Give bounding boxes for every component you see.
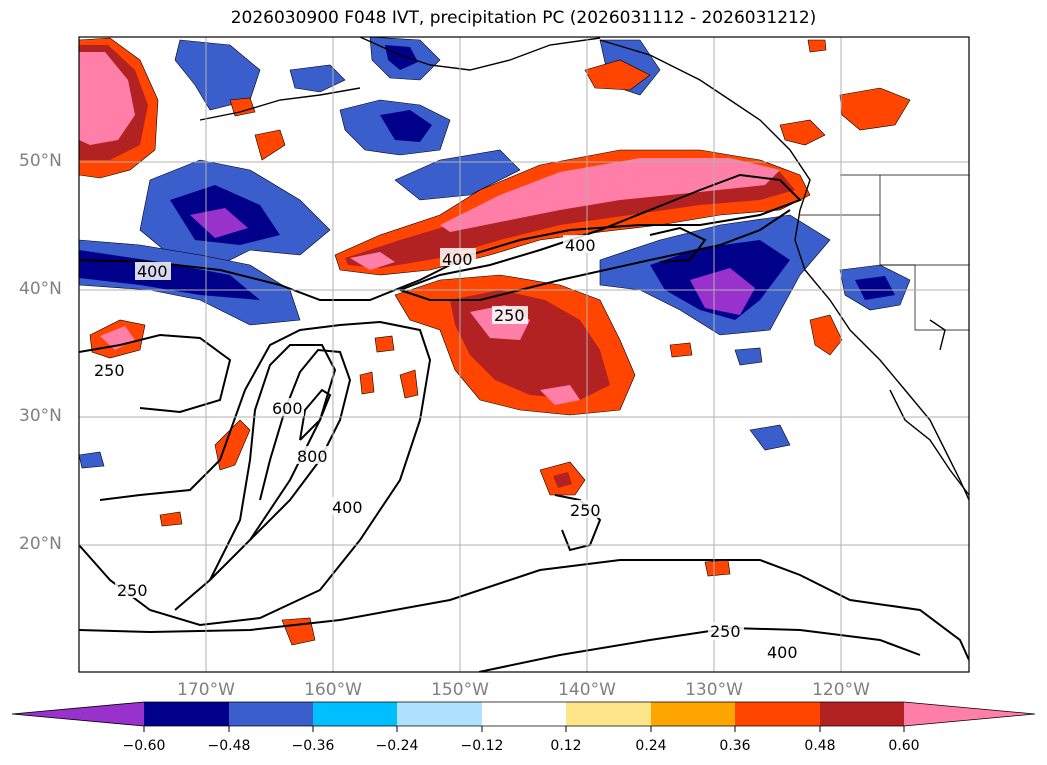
colorbar-tick-label: −0.12 xyxy=(460,738,504,754)
colorbar-swatch xyxy=(144,702,229,726)
contour-labels: 400 400 400 250 250 600 800 400 250 250 … xyxy=(92,235,801,662)
contour-label: 250 xyxy=(570,501,601,520)
lon-label-120w: 120°W xyxy=(812,680,870,700)
lat-label-40n: 40°N xyxy=(19,279,62,299)
contour-label: 400 xyxy=(137,262,168,281)
map-frame xyxy=(78,36,970,673)
contour-label: 400 xyxy=(442,250,473,269)
colorbar-tick-label: 0.12 xyxy=(550,738,582,754)
state-borders xyxy=(800,174,969,331)
colorbar-tick-label: −0.48 xyxy=(207,738,251,754)
colorbar-extend-left xyxy=(12,702,144,726)
colorbar-tick-label: −0.36 xyxy=(291,738,335,754)
colorbar-tick-label: −0.24 xyxy=(375,738,419,754)
colorbar-swatch xyxy=(313,702,397,726)
colorbar-extend-right xyxy=(904,702,1035,726)
map-plot-area: 400 400 400 250 250 600 800 400 250 250 … xyxy=(79,37,969,672)
contour-label: 600 xyxy=(272,399,303,418)
precip-positive-fields xyxy=(79,37,911,646)
contour-label: 400 xyxy=(565,236,596,255)
colorbar-tick-label: −0.60 xyxy=(122,738,166,754)
lon-label-160w: 160°W xyxy=(304,680,362,700)
colorbar-tick-label: 0.24 xyxy=(635,738,667,754)
contour-label: 250 xyxy=(710,622,741,641)
colorbar-swatch xyxy=(566,702,651,726)
graticule xyxy=(79,37,969,672)
lon-label-130w: 130°W xyxy=(685,680,743,700)
contour-label: 250 xyxy=(94,361,125,380)
colorbar-tick-label: 0.48 xyxy=(804,738,836,754)
contour-label: 250 xyxy=(117,581,148,600)
contour-label: 400 xyxy=(332,498,363,517)
colorbar xyxy=(11,701,1036,732)
colorbar-swatch xyxy=(482,702,566,726)
contour-label: 800 xyxy=(297,447,328,466)
colorbar-swatch xyxy=(735,702,820,726)
colorbar-swatch xyxy=(397,702,482,726)
colorbar-tick-label: 0.36 xyxy=(719,738,751,754)
lon-label-150w: 150°W xyxy=(431,680,489,700)
colorbar-swatch xyxy=(820,702,904,726)
colorbar-swatch xyxy=(229,702,313,726)
lat-label-20n: 20°N xyxy=(19,534,62,554)
lon-label-170w: 170°W xyxy=(177,680,235,700)
colorbar-tick-label: 0.60 xyxy=(888,738,920,754)
lon-label-140w: 140°W xyxy=(558,680,616,700)
lat-label-50n: 50°N xyxy=(19,151,62,171)
colorbar-swatch xyxy=(651,702,735,726)
map-title: 2026030900 F048 IVT, precipitation PC (2… xyxy=(230,8,817,28)
contour-label: 400 xyxy=(767,643,798,662)
lat-label-30n: 30°N xyxy=(19,406,62,426)
contour-label: 250 xyxy=(494,306,525,325)
